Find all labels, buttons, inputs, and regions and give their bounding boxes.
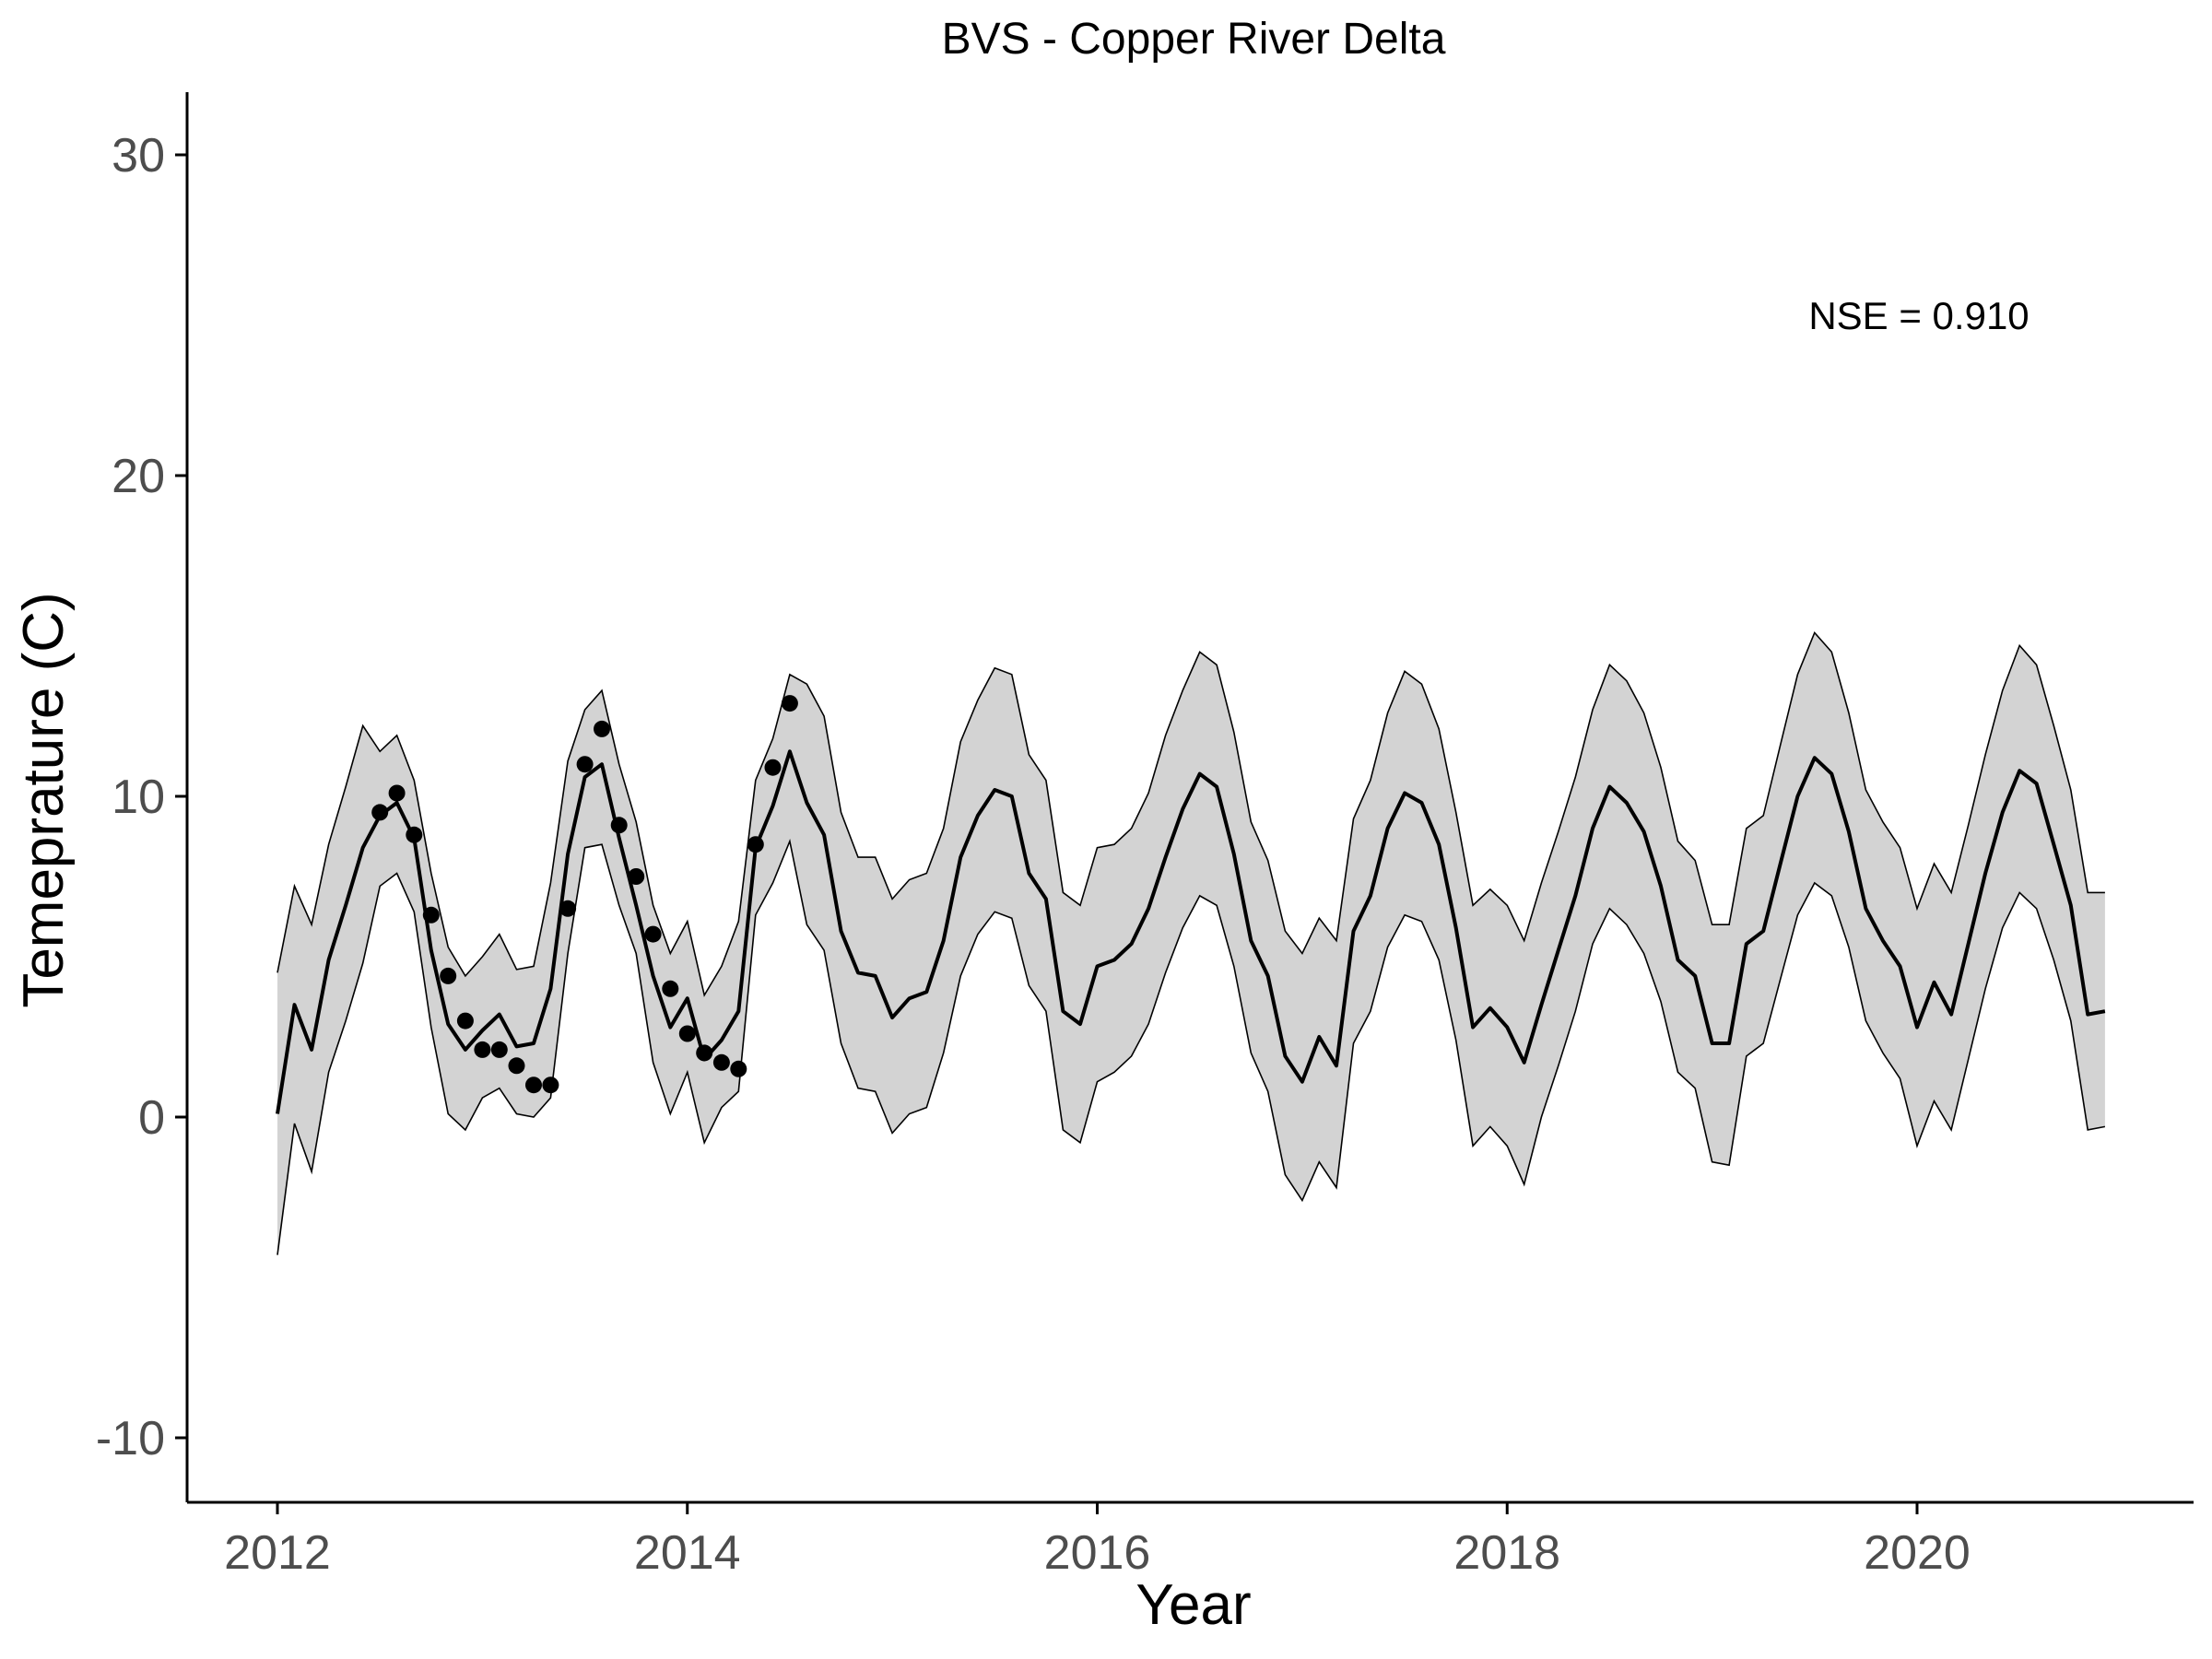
x-tick-label: 2020 bbox=[1864, 1526, 1971, 1580]
observed-point bbox=[508, 1057, 525, 1075]
observed-point bbox=[422, 906, 440, 924]
observed-point bbox=[456, 1012, 474, 1030]
plot-area bbox=[276, 631, 2106, 1255]
observed-point bbox=[406, 826, 423, 843]
observed-point bbox=[644, 925, 662, 943]
y-tick-label: 0 bbox=[138, 1091, 165, 1145]
nse-annotation: NSE = 0.910 bbox=[1808, 294, 2029, 337]
observed-point bbox=[542, 1077, 559, 1094]
observed-point bbox=[576, 756, 594, 773]
y-tick-label: 20 bbox=[112, 450, 165, 503]
observed-point bbox=[371, 804, 389, 821]
observed-point bbox=[628, 868, 645, 885]
band-upper-line bbox=[276, 631, 2105, 997]
observed-point bbox=[440, 967, 457, 984]
observed-point bbox=[559, 900, 577, 917]
model-line bbox=[276, 749, 2106, 1114]
chart-title: BVS - Copper River Delta bbox=[942, 15, 1446, 64]
y-tick-label: 30 bbox=[112, 129, 165, 182]
y-tick-label: -10 bbox=[96, 1412, 165, 1465]
observed-point bbox=[594, 720, 610, 737]
observed-point bbox=[781, 695, 798, 712]
observed-point bbox=[388, 784, 406, 802]
observed-point bbox=[525, 1077, 542, 1094]
observed-point bbox=[490, 1041, 508, 1058]
band-lower-line bbox=[276, 838, 2106, 1255]
observed-point bbox=[747, 836, 764, 853]
x-tick-label: 2014 bbox=[634, 1526, 741, 1580]
observed-point bbox=[474, 1041, 491, 1058]
confidence-band bbox=[277, 632, 2105, 1255]
x-tick-label: 2016 bbox=[1044, 1526, 1151, 1580]
observed-point bbox=[662, 980, 679, 997]
observed-point bbox=[730, 1060, 747, 1077]
x-axis-title: Year bbox=[1135, 1573, 1251, 1637]
observed-point bbox=[678, 1025, 696, 1042]
x-tick-label: 2012 bbox=[224, 1526, 331, 1580]
x-tick-label: 2018 bbox=[1453, 1526, 1560, 1580]
ticks: -10 0 10 20 30 2012 2014 2016 2018 2020 bbox=[96, 129, 1971, 1580]
y-axis-title: Temeprature (C) bbox=[12, 592, 76, 1007]
observed-point bbox=[610, 817, 628, 834]
observed-point bbox=[712, 1053, 730, 1071]
observed-point bbox=[764, 759, 782, 776]
observed-point bbox=[696, 1044, 713, 1062]
y-tick-label: 10 bbox=[112, 771, 165, 824]
